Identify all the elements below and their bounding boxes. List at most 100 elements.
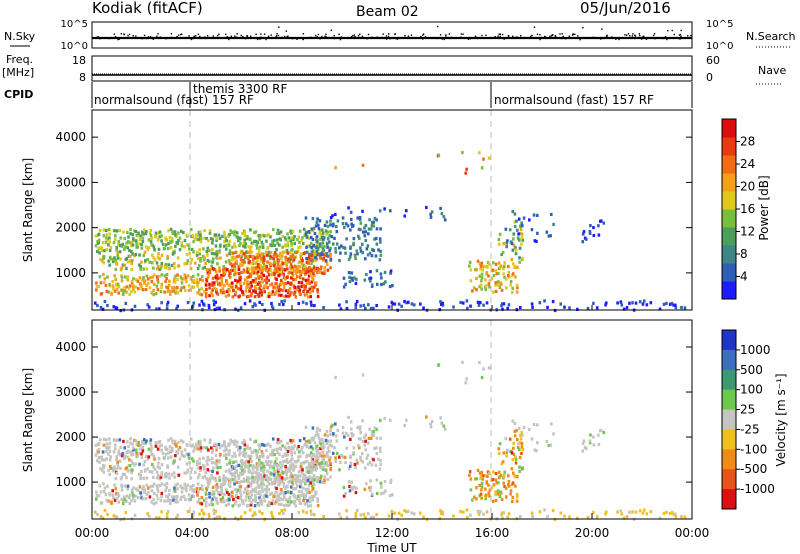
power-cell [155, 267, 159, 271]
power-cell [288, 293, 292, 297]
power-cell [148, 231, 152, 235]
velocity-cell [179, 497, 183, 501]
nsky-point [284, 37, 287, 39]
power-cell [235, 255, 239, 259]
power-cell [174, 244, 177, 248]
power-cell [393, 302, 397, 306]
power-cell [246, 235, 249, 239]
power-cell [219, 243, 222, 247]
velocity-cell [223, 443, 226, 447]
nsky-point [396, 38, 399, 40]
power-cell [298, 288, 302, 292]
power-cell [278, 272, 282, 276]
power-cell [218, 266, 221, 270]
power-cell [215, 306, 219, 310]
velocity-cell [245, 485, 249, 489]
power-cell [285, 267, 289, 271]
velocity-cell [235, 480, 239, 485]
power-cell [247, 275, 251, 279]
power-cell [347, 206, 350, 210]
velocity-cell [235, 440, 239, 444]
power-cell [293, 268, 297, 272]
velocity-cell [275, 486, 278, 491]
nsky-point [550, 35, 553, 37]
velocity-cell [272, 466, 275, 470]
velocity-cell [159, 475, 163, 479]
velocity-cell [93, 510, 97, 514]
velocity-cell [482, 512, 485, 516]
velocity-cell [216, 485, 220, 490]
velocity-cell [152, 502, 156, 506]
velocity-cell [227, 452, 231, 457]
power-cell [301, 270, 304, 274]
nsky-point [212, 35, 215, 37]
nsky-point [564, 38, 567, 40]
velocity-cell [680, 514, 683, 519]
power-cell [290, 265, 294, 269]
power-cell [268, 283, 272, 287]
velocity-cell [363, 443, 367, 447]
power-cell [248, 272, 252, 276]
velocity-cell [314, 433, 318, 438]
power-cell [339, 251, 342, 255]
power-cell [101, 307, 105, 311]
power-cell [229, 262, 233, 266]
velocity-cell [581, 441, 585, 446]
velocity-cell [105, 498, 109, 503]
velocity-cell [366, 453, 370, 457]
nsky-point [653, 33, 656, 35]
power-cell [239, 284, 243, 289]
velocity-cell [514, 455, 517, 459]
power-cell [223, 233, 226, 238]
power-cell [248, 289, 251, 293]
nsky-point [339, 38, 342, 41]
velocity-cell [478, 360, 481, 365]
velocity-cell [218, 478, 221, 482]
velocity-cell [206, 462, 209, 467]
velocity-cell [412, 512, 416, 516]
power-cell [239, 250, 243, 254]
velocity-cell [204, 471, 207, 475]
velocity-cell [245, 446, 249, 450]
velocity-cell [251, 467, 255, 471]
power-cell [235, 259, 238, 263]
power-cell [122, 286, 126, 290]
power-cell [350, 276, 353, 280]
velocity-cell [485, 480, 489, 484]
power-cell [128, 248, 131, 253]
power-cell [242, 268, 246, 272]
nsky-point [188, 35, 190, 37]
velocity-cell [363, 487, 367, 491]
power-cell [164, 279, 167, 284]
power-cell [185, 252, 189, 257]
power-cell [239, 288, 243, 292]
velocity-cell [329, 475, 332, 479]
velocity-cell [215, 483, 219, 487]
power-cell [325, 252, 329, 256]
velocity-cell [348, 484, 351, 489]
velocity-cell [101, 468, 104, 472]
power-cell [314, 224, 318, 228]
velocity-cell [173, 486, 176, 490]
velocity-cell [319, 465, 322, 469]
power-cell [364, 223, 368, 228]
velocity-cell [307, 446, 311, 450]
velocity-cell [142, 476, 145, 480]
power-cell [310, 303, 313, 307]
velocity-cell [441, 512, 445, 516]
velocity-cell [145, 439, 148, 443]
power-cell [519, 227, 523, 232]
nsky-point [204, 36, 206, 38]
nsky-point [316, 36, 319, 38]
power-cell [289, 291, 293, 295]
velocity-cell [233, 451, 236, 455]
nsky-panel: N.Sky 10^5 10^0 10^5 10^0 N.Search [4, 19, 796, 52]
velocity-cell [257, 472, 260, 476]
power-cell [301, 259, 304, 263]
velocity-cell [316, 497, 319, 501]
power-cell [98, 228, 102, 232]
velocity-cell [111, 493, 115, 497]
velocity-cell [114, 467, 118, 471]
power-cell [271, 306, 275, 311]
velocity-cell [439, 416, 442, 420]
